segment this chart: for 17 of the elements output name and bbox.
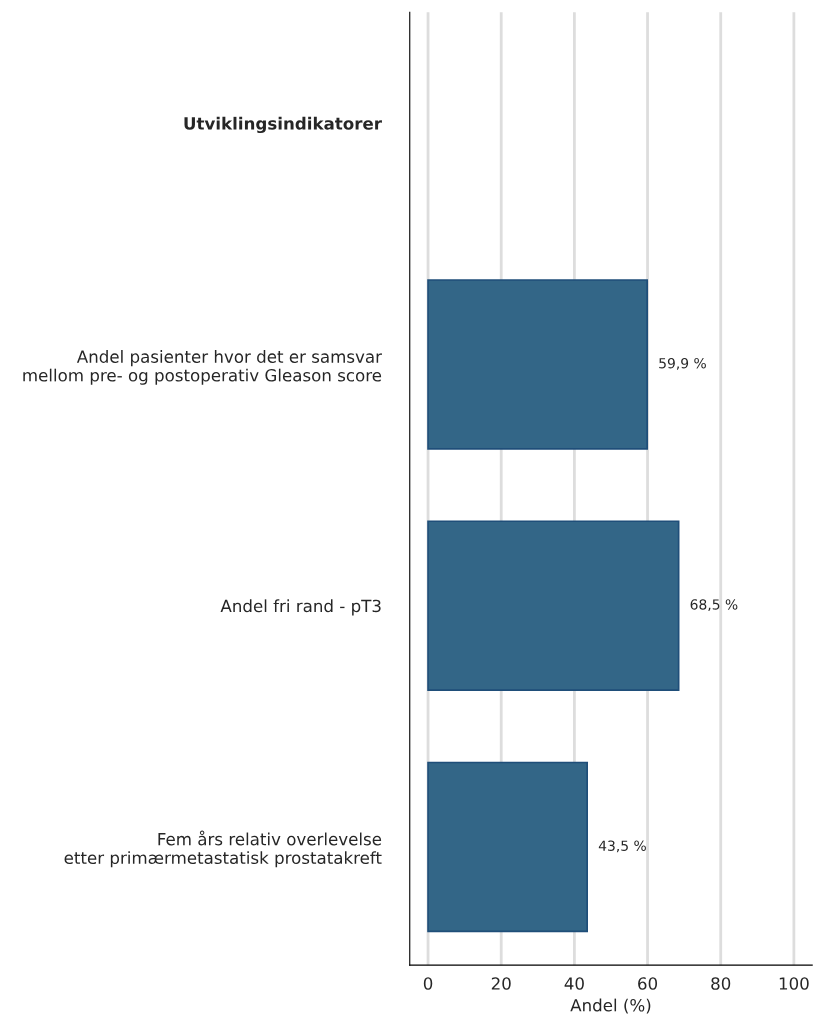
x-tick-label: 80	[711, 977, 731, 990]
y-tick-label: Fem års relativ overlevelse etter primærmetastatisk prostatakreft	[64, 830, 382, 868]
x-tick-label: 0	[423, 977, 433, 990]
bar	[427, 279, 649, 450]
x-tick-label: 100	[779, 977, 809, 990]
data-label: 43,5 %	[598, 840, 646, 853]
x-axis-title: Andel (%)	[570, 998, 651, 1014]
data-label: 68,5 %	[690, 599, 738, 612]
x-tick-label: 40	[564, 977, 584, 990]
y-tick-label: Utviklingsindikatorer	[184, 116, 382, 134]
x-tick-label: 20	[491, 977, 511, 990]
data-label: 59,9 %	[659, 357, 706, 370]
y-tick-label: Andel fri rand - pT3	[220, 599, 381, 616]
x-tick-label: 60	[638, 977, 658, 990]
bar	[427, 761, 589, 933]
bar	[427, 520, 680, 691]
y-tick-label: Andel pasienter hvor det er samsvar mellom pre- og postoperativ Gleason score	[23, 350, 382, 385]
